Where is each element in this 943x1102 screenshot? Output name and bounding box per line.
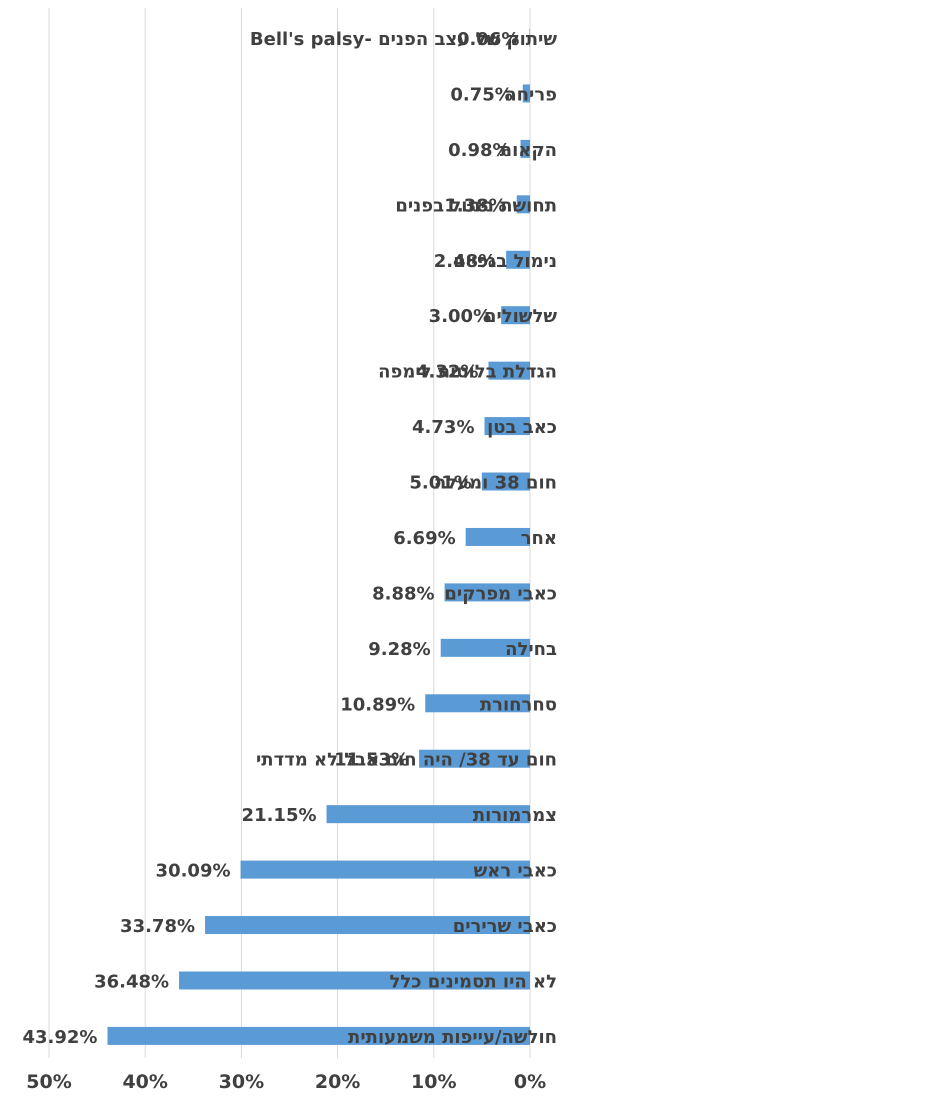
category-label: בחילה — [505, 639, 557, 660]
category-label: סחרחורת — [480, 694, 557, 715]
data-label: 33.78% — [120, 916, 195, 937]
data-label: 0.06% — [457, 29, 519, 50]
data-label: 6.69% — [393, 528, 455, 549]
category-label: פריחה — [504, 84, 557, 105]
category-label: חולשה/עייפות משמעותית — [348, 1027, 557, 1048]
data-labels: 0.06% 0.75% 0.98% 1.38% 2.48% 3.00% 4.32% 4.73%… — [23, 29, 520, 1048]
data-label: 3.00% — [429, 306, 491, 327]
gridlines — [48, 8, 531, 1058]
data-label: 0.98% — [448, 140, 510, 161]
data-label: 0.75% — [450, 84, 512, 105]
bar — [520, 139, 530, 158]
category-label: תחושת נימול בפנים — [395, 195, 557, 216]
data-label: 30.09% — [156, 861, 231, 882]
data-label: 43.92% — [23, 1027, 98, 1048]
data-label: 2.48% — [434, 251, 496, 272]
category-label: לא היו תסמינים כלל — [390, 971, 557, 992]
category-label: צמרמורות — [473, 805, 557, 826]
data-label: 8.88% — [372, 583, 434, 604]
category-label: שלשולים — [484, 306, 557, 327]
x-tick-label: 40% — [122, 1071, 167, 1093]
bar — [481, 472, 530, 491]
x-axis-tick-labels: 0% 10% 20% 30% 40% 50% — [26, 1071, 546, 1093]
category-label: הגדלת בלוטות לימפה — [378, 362, 557, 383]
bar — [529, 29, 530, 47]
data-label: 1.38% — [444, 195, 506, 216]
data-label: 5.01% — [409, 473, 471, 494]
bar — [240, 860, 531, 879]
x-tick-label: 50% — [26, 1071, 71, 1093]
category-label: חום 38 ומעלה — [434, 473, 557, 494]
category-label: כאבי ראש — [474, 861, 557, 882]
category-label: חום עד 38/ היה חום אבל לא מדדתי — [256, 750, 557, 771]
x-tick-label: 0% — [514, 1071, 546, 1093]
bar — [522, 84, 530, 103]
bar — [179, 971, 531, 990]
category-labels: שיתוק של עצב הפנים -Bell's palsy פריחה הקא… — [250, 29, 557, 1048]
category-label: שיתוק של עצב הפנים -Bell's palsy — [250, 29, 557, 50]
data-label: 11.53% — [334, 750, 409, 771]
data-label: 21.15% — [242, 805, 317, 826]
data-label: 10.89% — [340, 694, 415, 715]
category-label: אחר — [521, 528, 557, 549]
x-tick-label: 10% — [411, 1071, 456, 1093]
category-label: נימול בגפיים — [453, 251, 557, 272]
category-label: כאבי מפרקים — [444, 583, 557, 604]
bar — [484, 417, 530, 436]
bar — [501, 306, 530, 325]
bar — [419, 749, 530, 768]
bar — [205, 916, 530, 935]
bar — [488, 361, 530, 380]
bar — [444, 583, 530, 602]
category-label: הקאות — [500, 140, 557, 161]
bars — [107, 29, 531, 1045]
data-label: 4.32% — [416, 362, 478, 383]
bar — [516, 195, 530, 214]
category-label: כאבי שרירים — [453, 916, 557, 937]
data-label: 36.48% — [94, 971, 169, 992]
bar — [326, 805, 530, 824]
x-tick-label: 30% — [219, 1071, 264, 1093]
bar — [465, 527, 530, 546]
data-label: 4.73% — [412, 417, 474, 438]
category-label: כאב בטן — [487, 417, 557, 438]
bar — [440, 638, 530, 657]
bar — [107, 1026, 531, 1045]
data-label: 9.28% — [368, 639, 430, 660]
x-tick-label: 20% — [315, 1071, 360, 1093]
bar — [425, 694, 530, 713]
bar — [506, 250, 530, 269]
